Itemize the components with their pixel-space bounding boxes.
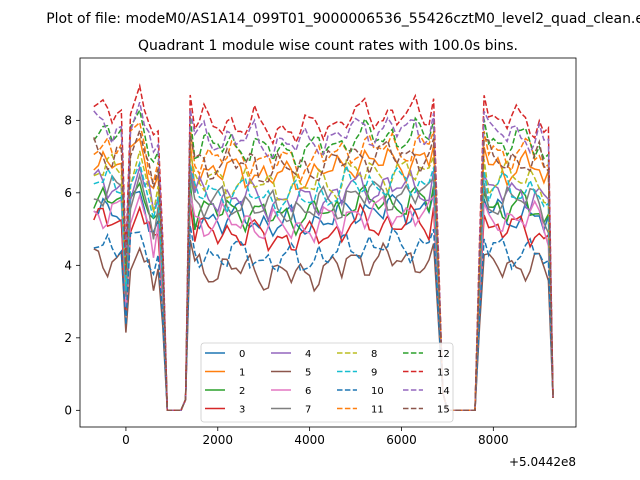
legend-box — [200, 342, 454, 423]
x-tick-label: 6000 — [386, 433, 417, 447]
legend-label-5: 5 — [305, 368, 311, 379]
legend-label-12: 12 — [437, 349, 450, 360]
legend-label-11: 11 — [371, 405, 384, 416]
x-axis: 0 2000 4000 6000 8000 — [122, 427, 509, 447]
legend-label-1: 1 — [239, 368, 245, 379]
x-tick-label: 4000 — [294, 433, 325, 447]
series-line-9 — [93, 160, 554, 412]
x-tick-label: 2000 — [203, 433, 234, 447]
y-tick-label: 2 — [64, 331, 72, 345]
legend-label-3: 3 — [239, 405, 245, 416]
y-tick-label: 0 — [64, 403, 72, 417]
legend-label-6: 6 — [305, 386, 311, 397]
axes-frame — [79, 57, 577, 428]
chart-title: Quadrant 1 module wise count rates with … — [138, 38, 518, 54]
legend-label-4: 4 — [305, 349, 311, 360]
x-tick-label: 0 — [122, 433, 130, 447]
legend-label-0: 0 — [239, 349, 245, 360]
legend-label-13: 13 — [437, 368, 450, 379]
series-line-15 — [93, 127, 554, 412]
legend-label-9: 9 — [371, 368, 377, 379]
legend-label-7: 7 — [305, 405, 311, 416]
legend-label-2: 2 — [239, 386, 245, 397]
legend-label-14: 14 — [437, 386, 450, 397]
plot-lines — [93, 83, 554, 412]
x-offset-label: +5.0442e8 — [509, 455, 576, 469]
legend-label-10: 10 — [371, 386, 384, 397]
legend-label-15: 15 — [437, 405, 450, 416]
y-tick-label: 4 — [64, 258, 72, 272]
y-tick-label: 8 — [64, 113, 72, 127]
x-tick-label: 8000 — [478, 433, 509, 447]
y-axis: 0 2 4 6 8 — [64, 113, 80, 417]
legend-label-8: 8 — [371, 349, 377, 360]
y-tick-label: 6 — [64, 186, 72, 200]
chart-suptitle: Plot of file: modeM0/AS1A14_099T01_90000… — [46, 11, 640, 27]
